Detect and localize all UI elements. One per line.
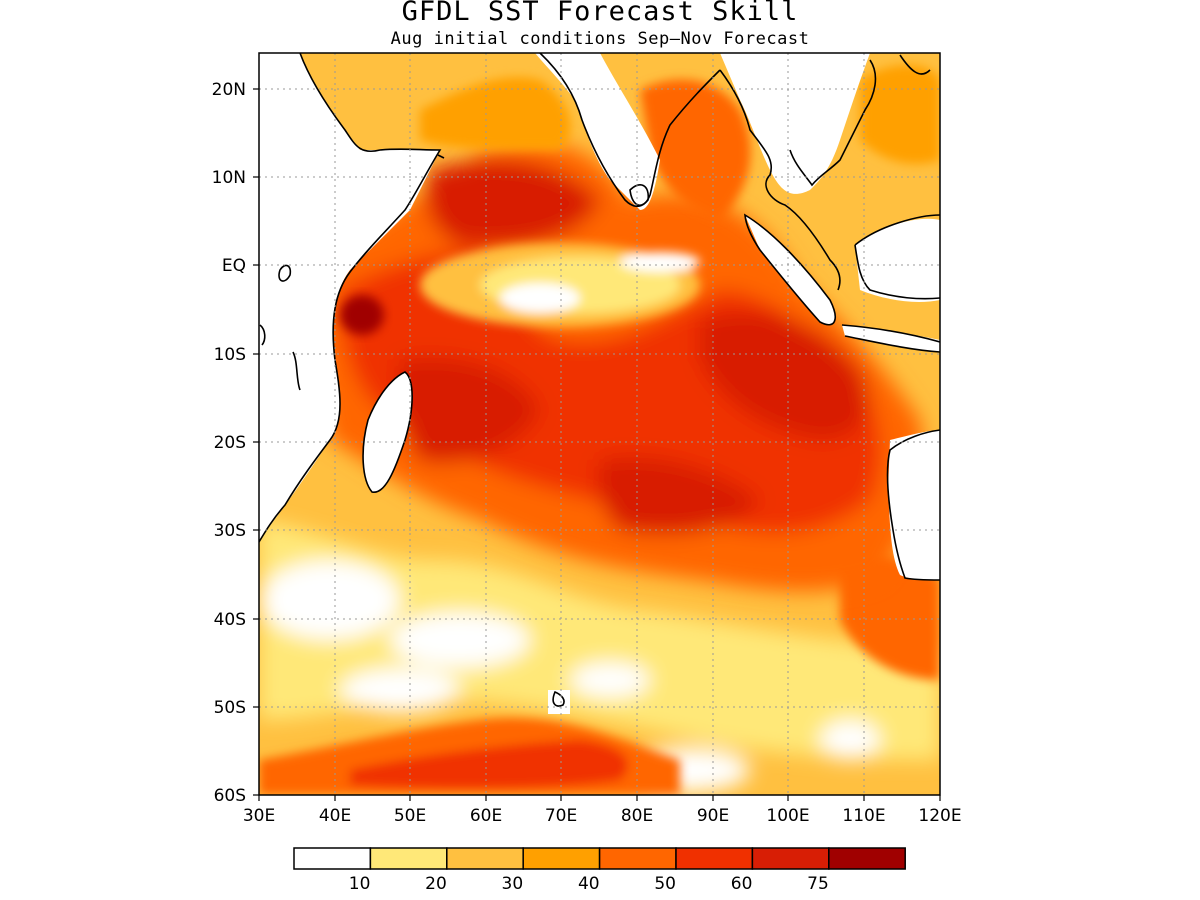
colorbar-swatch [675, 847, 754, 870]
skill-field [259, 53, 940, 795]
y-tick-labels: 20N 10N EQ 10S 20S 30S 40S 50S 60S [212, 80, 246, 806]
colorbar-label: 20 [425, 874, 447, 894]
x-tick-label: 40E [319, 806, 351, 826]
x-tick-labels: 30E 40E 50E 60E 70E 80E 90E 100E 110E 12… [243, 806, 962, 826]
colorbar-label: 10 [349, 874, 371, 894]
colorbar-label: 40 [578, 874, 600, 894]
y-tick-label: 10N [212, 168, 246, 188]
x-tick-label: 90E [697, 806, 729, 826]
y-tick-label: 40S [214, 610, 246, 630]
x-tick-label: 110E [842, 806, 885, 826]
colorbar-label: 60 [731, 874, 753, 894]
colorbar-label: 50 [654, 874, 676, 894]
colorbar-swatch [522, 847, 601, 870]
x-tick-label: 60E [470, 806, 502, 826]
map-title: GFDL SST Forecast Skill [401, 0, 799, 27]
colorbar-label: 30 [502, 874, 524, 894]
x-tick-label: 50E [394, 806, 426, 826]
x-tick-label: 70E [545, 806, 577, 826]
colorbar-swatch [751, 847, 830, 870]
colorbar-swatch [293, 847, 372, 870]
y-tick-label: 10S [214, 345, 246, 365]
colorbar-swatch [369, 847, 448, 870]
y-tick-label: 60S [214, 786, 246, 806]
map-subtitle: Aug initial conditions Sep—Nov Forecast [390, 29, 810, 49]
y-tick-label: EQ [222, 256, 246, 276]
plot-frame [258, 52, 941, 796]
y-tick-label: 20N [212, 80, 246, 100]
coastlines [259, 53, 940, 707]
x-tick-label: 80E [621, 806, 653, 826]
y-tick-label: 30S [214, 521, 246, 541]
colorbar: 10 20 30 40 50 60 75 [293, 847, 906, 894]
x-tick-label: 30E [243, 806, 275, 826]
colorbar-swatch [446, 847, 524, 870]
x-tick-label: 120E [918, 806, 961, 826]
colorbar-swatch [828, 847, 906, 870]
tick-marks [253, 88, 941, 801]
colorbar-swatch [598, 847, 677, 870]
graticule [259, 53, 940, 795]
colorbar-label: 75 [807, 874, 829, 894]
y-tick-label: 20S [214, 433, 246, 453]
x-tick-label: 100E [766, 806, 809, 826]
y-tick-label: 50S [214, 698, 246, 718]
